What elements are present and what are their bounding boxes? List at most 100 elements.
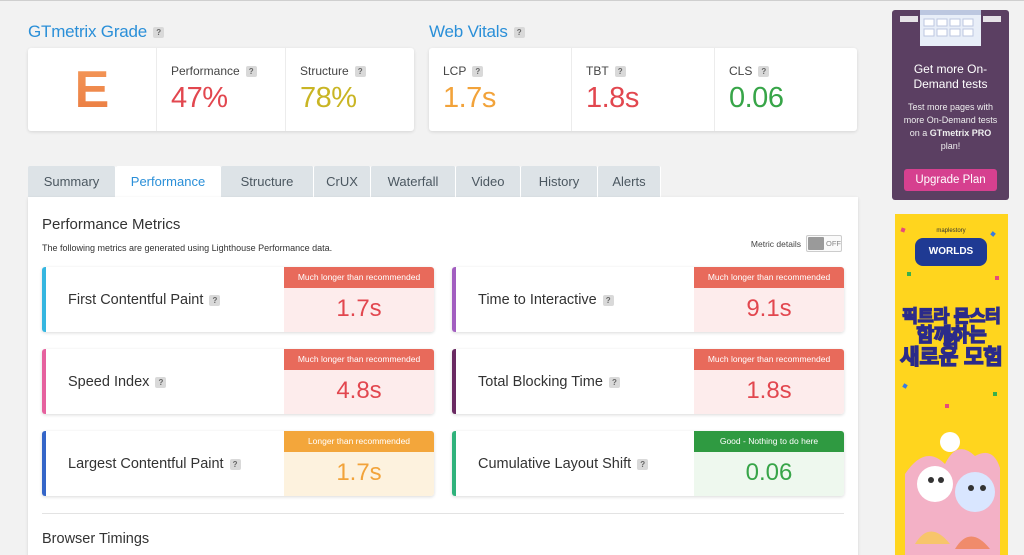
metric-name: Speed Index? (68, 374, 167, 390)
metric-value: 4.8s (336, 377, 382, 404)
help-icon[interactable]: ? (602, 294, 614, 306)
metric-color-bar (452, 431, 456, 496)
promo-brand: GTmetrix PRO (929, 128, 992, 138)
performance-score: Performance? 47% (157, 48, 286, 131)
structure-value: 78% (300, 82, 357, 114)
grade-letter: E (28, 48, 157, 131)
help-icon[interactable]: ? (513, 27, 525, 39)
metric-name-text: Total Blocking Time (478, 374, 603, 390)
performance-label: Performance? (171, 64, 285, 78)
report-tabs: Summary Performance Structure CrUX Water… (28, 166, 661, 198)
status-badge: Much longer than recommended (694, 267, 844, 288)
metric-value: 1.7s (336, 459, 382, 486)
tab-summary[interactable]: Summary (28, 166, 116, 198)
help-icon[interactable]: ? (637, 458, 649, 470)
calendar-icon (900, 10, 1001, 46)
performance-label-text: Performance (171, 64, 240, 78)
metric-name-text: First Contentful Paint (68, 292, 204, 308)
ad-logo-small: maplestory (936, 228, 966, 234)
metric-value: 1.8s (746, 377, 792, 404)
help-icon[interactable]: ? (758, 66, 770, 78)
status-badge: Longer than recommended (284, 431, 434, 452)
metric-name-text: Speed Index (68, 374, 150, 390)
help-icon[interactable]: ? (155, 376, 167, 388)
metric-largest-contentful-paint[interactable]: Largest Contentful Paint? Longer than re… (42, 431, 434, 496)
grade-card: E Performance? 47% Structure? 78% (28, 48, 414, 131)
tab-performance[interactable]: Performance (116, 166, 221, 198)
promo-text-end: plan! (940, 141, 961, 151)
metric-value: 1.7s (336, 295, 382, 322)
metric-result: Longer than recommended 1.7s (284, 431, 434, 496)
performance-value: 47% (171, 82, 228, 114)
metric-first-contentful-paint[interactable]: First Contentful Paint? Much longer than… (42, 267, 434, 332)
metric-details-control: Metric details OFF (751, 235, 842, 252)
tbt-value: 1.8s (586, 82, 639, 114)
metric-result: Good - Nothing to do here 0.06 (694, 431, 844, 496)
status-badge: Much longer than recommended (284, 349, 434, 370)
metric-time-to-interactive[interactable]: Time to Interactive? Much longer than re… (452, 267, 844, 332)
metric-value: 9.1s (746, 295, 792, 322)
upgrade-plan-button[interactable]: Upgrade Plan (904, 169, 997, 191)
performance-panel: Performance Metrics The following metric… (28, 197, 858, 555)
status-badge: Much longer than recommended (694, 349, 844, 370)
metric-name-text: Largest Contentful Paint (68, 456, 224, 472)
metric-result: Much longer than recommended 1.8s (694, 349, 844, 414)
tab-waterfall[interactable]: Waterfall (371, 166, 456, 198)
web-vitals-title: Web Vitals (429, 22, 508, 41)
help-icon[interactable]: ? (229, 458, 241, 470)
tbt-vital: TBT? 1.8s (572, 48, 715, 131)
lcp-label-text: LCP (443, 64, 467, 78)
metric-color-bar (452, 349, 456, 414)
metric-name-text: Time to Interactive (478, 292, 597, 308)
help-icon[interactable]: ? (245, 66, 257, 78)
status-badge: Much longer than recommended (284, 267, 434, 288)
tab-alerts[interactable]: Alerts (598, 166, 661, 198)
lcp-label: LCP? (443, 64, 571, 78)
metric-result: Much longer than recommended 4.8s (284, 349, 434, 414)
tab-crux[interactable]: CrUX (314, 166, 371, 198)
metric-speed-index[interactable]: Speed Index? Much longer than recommende… (42, 349, 434, 414)
gtmetrix-grade-title: GTmetrix Grade (28, 22, 148, 41)
metric-total-blocking-time[interactable]: Total Blocking Time? Much longer than re… (452, 349, 844, 414)
help-icon[interactable]: ? (614, 66, 626, 78)
toggle-knob (808, 237, 824, 250)
toggle-state: OFF (826, 239, 841, 248)
help-icon[interactable]: ? (354, 66, 366, 78)
metric-color-bar (42, 431, 46, 496)
web-vitals-card: LCP? 1.7s TBT? 1.8s CLS? 0.06 (429, 48, 857, 131)
tab-structure[interactable]: Structure (221, 166, 314, 198)
metric-result: Much longer than recommended 9.1s (694, 267, 844, 332)
cls-vital: CLS? 0.06 (715, 48, 857, 131)
metric-details-toggle[interactable]: OFF (806, 235, 842, 252)
promo-text-start: Test more pages with more On-Demand test… (903, 102, 998, 138)
metric-color-bar (42, 349, 46, 414)
web-vitals-heading: Web Vitals? (429, 22, 525, 42)
metric-name: Time to Interactive? (478, 292, 614, 308)
upgrade-promo: Get more On-Demand tests Test more pages… (892, 10, 1009, 200)
metric-result: Much longer than recommended 1.7s (284, 267, 434, 332)
tab-history[interactable]: History (521, 166, 598, 198)
help-icon[interactable]: ? (472, 66, 484, 78)
top-border (0, 0, 1024, 1)
metric-name: Cumulative Layout Shift? (478, 456, 649, 472)
cls-label-text: CLS (729, 64, 753, 78)
gtmetrix-grade-heading: GTmetrix Grade? (28, 22, 165, 42)
metric-color-bar (452, 267, 456, 332)
metric-color-bar (42, 267, 46, 332)
tab-video[interactable]: Video (456, 166, 521, 198)
help-icon[interactable]: ? (608, 376, 620, 388)
help-icon[interactable]: ? (153, 27, 165, 39)
promo-title: Get more On-Demand tests (913, 62, 988, 91)
lcp-value: 1.7s (443, 82, 496, 114)
tbt-label-text: TBT (586, 64, 609, 78)
ad-logo: maplestory WORLDS (915, 228, 987, 266)
ad-headline-3: 새로운 모험 (900, 345, 1004, 370)
advertisement[interactable]: maplestory WORLDS 픽트라 몬스터와 함께하는 새로운 모험 (895, 214, 1008, 555)
help-icon[interactable]: ? (209, 294, 221, 306)
metric-name: Largest Contentful Paint? (68, 456, 241, 472)
lcp-vital: LCP? 1.7s (429, 48, 572, 131)
ad-headline-2: 함께하는 (916, 324, 987, 347)
cls-label: CLS? (729, 64, 857, 78)
metric-cumulative-layout-shift[interactable]: Cumulative Layout Shift? Good - Nothing … (452, 431, 844, 496)
structure-label: Structure? (300, 64, 414, 78)
